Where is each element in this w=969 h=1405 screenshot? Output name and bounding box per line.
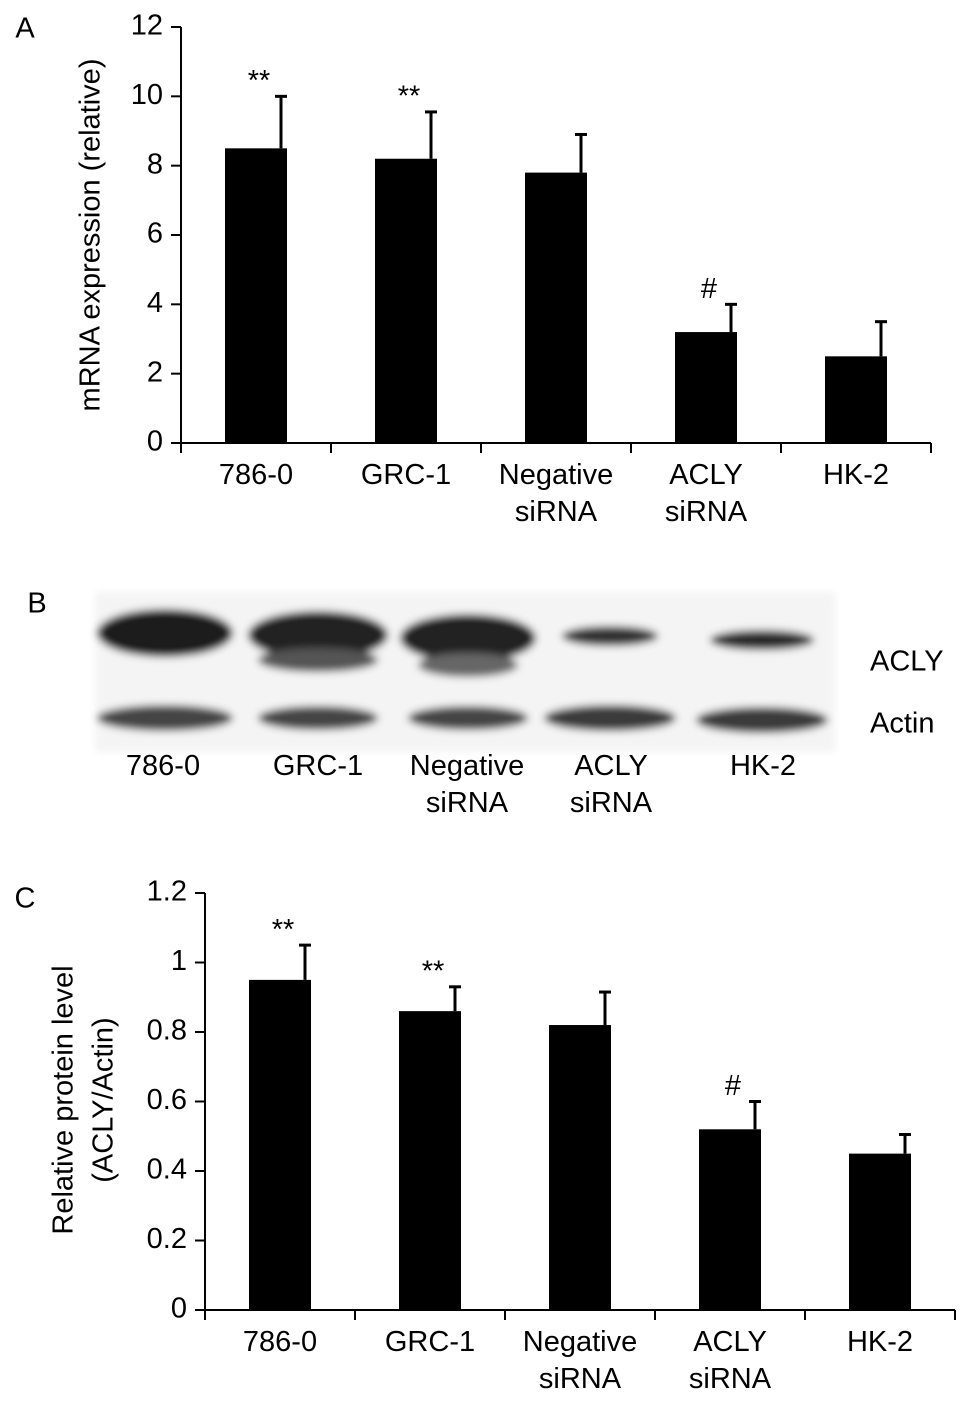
y-tick-label: 2 [147,356,163,388]
y-tick-label: 4 [147,287,163,319]
x-tick-label: GRC-1 [272,750,364,782]
x-tick-label: HK-2 [822,459,890,491]
bar [525,172,587,443]
y-tick-label: 0 [147,426,163,458]
x-tick-label: Negative siRNA [522,1326,638,1395]
annotation: ** [272,914,295,946]
x-tick-label: Negative siRNA [409,750,525,819]
x-tick-label: 786-0 [242,1326,318,1358]
annotation: # [725,1070,741,1102]
bar [375,158,437,443]
bar [225,148,287,444]
y-tick-label: 1 [171,945,187,977]
y-tick-label: 12 [131,10,163,42]
y-tick-label: 6 [147,218,163,250]
y-tick-label: 10 [131,79,163,111]
y-tick-label: 0.8 [147,1015,187,1047]
annotation: # [701,273,717,305]
blot-row-label: Actin [870,708,934,740]
bar [825,356,887,443]
x-tick-label: HK-2 [846,1326,914,1358]
panel-label: C [15,883,36,915]
y-tick-label: 0.2 [147,1223,187,1255]
y-axis-label: Relative protein level [48,965,80,1234]
y-tick-label: 0 [171,1293,187,1325]
y-tick-label: 8 [147,148,163,180]
y-tick-label: 0.4 [147,1154,187,1186]
y-tick-label: 1.2 [147,876,187,908]
bar [549,1025,611,1310]
x-tick-label: ACLY siRNA [664,459,748,528]
annotation: ** [248,65,271,97]
x-tick-label: HK-2 [729,750,797,782]
x-tick-label: 786-0 [218,459,294,491]
annotation: ** [398,81,421,113]
bar [249,979,311,1310]
bar [399,1011,461,1310]
y-axis-label: (ACLY/Actin) [88,1017,120,1182]
blot-row-label: ACLY [870,646,944,678]
annotation: ** [422,955,445,987]
x-tick-label: 786-0 [125,750,201,782]
x-tick-label: Negative siRNA [498,459,614,528]
panel-label: B [27,588,46,620]
x-tick-label: GRC-1 [384,1326,476,1358]
x-tick-label: ACLY siRNA [569,750,653,819]
y-tick-label: 0.6 [147,1084,187,1116]
x-tick-label: GRC-1 [360,459,452,491]
bar [699,1129,761,1310]
bar [849,1153,911,1310]
bar [675,332,737,443]
panel-label: A [15,13,35,45]
y-axis-label: mRNA expression (relative) [75,59,107,412]
x-tick-label: ACLY siRNA [688,1326,772,1395]
blot-image [95,592,835,752]
